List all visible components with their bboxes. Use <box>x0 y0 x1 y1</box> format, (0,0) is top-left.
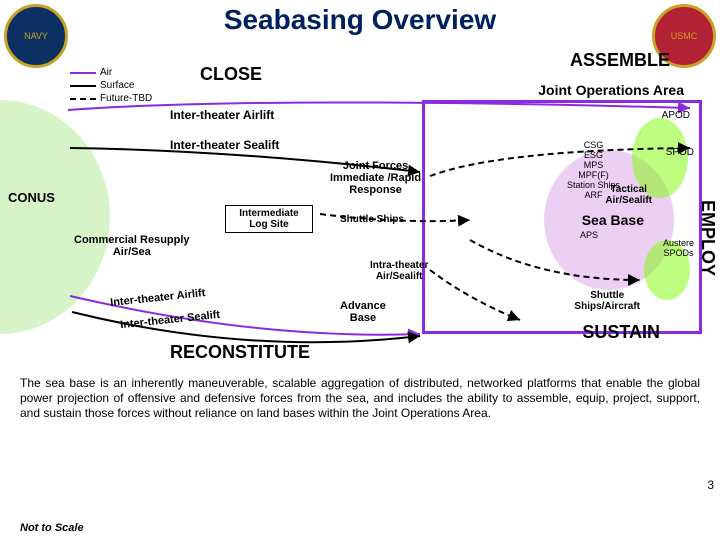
conus-label: CONUS <box>8 190 55 205</box>
inter-theater-sealift: Inter-theater Sealift <box>170 138 279 152</box>
aps-label: APS <box>580 230 598 240</box>
tactical-label: TacticalAir/Sealift <box>605 184 652 206</box>
shuttle-ships-label: Shuttle Ships <box>340 214 404 225</box>
not-to-scale-label: Not to Scale <box>20 522 84 534</box>
legend-air: Air <box>70 66 152 79</box>
page-number: 3 <box>707 478 714 492</box>
phase-reconstitute: RECONSTITUTE <box>170 342 310 363</box>
legend-surface: Surface <box>70 79 152 92</box>
advance-base-label: AdvanceBase <box>340 300 386 324</box>
legend-swatch <box>70 98 96 100</box>
joint-forces-label: Joint ForcesImmediate /RapidResponse <box>330 160 421 196</box>
phase-sustain: SUSTAIN <box>582 322 660 343</box>
legend-label: Future-TBD <box>100 92 152 105</box>
legend-label: Air <box>100 66 112 79</box>
joa-label: Joint Operations Area <box>538 82 684 98</box>
austere-spods-label: AustereSPODs <box>663 238 694 258</box>
legend: Air Surface Future-TBD <box>70 66 152 105</box>
phase-assemble: ASSEMBLE <box>570 50 670 71</box>
description-paragraph: The sea base is an inherently maneuverab… <box>14 372 706 425</box>
inter-theater-airlift: Inter-theater Airlift <box>170 108 274 122</box>
phase-close: CLOSE <box>200 64 262 85</box>
seabase-label: Sea Base <box>582 212 644 228</box>
commercial-resupply-label: Commercial ResupplyAir/Sea <box>74 234 190 258</box>
conus-shape <box>0 100 110 334</box>
legend-swatch <box>70 85 96 87</box>
legend-label: Surface <box>100 79 134 92</box>
phase-employ: EMPLOY <box>697 200 718 276</box>
inter-theater-sealift-return: Inter-theater Sealift <box>120 309 221 331</box>
log-site-label: IntermediateLog Site <box>225 205 313 233</box>
inter-theater-airlift-return: Inter-theater Airlift <box>110 287 206 309</box>
page-title: Seabasing Overview <box>0 4 720 36</box>
shuttle-ships-aircraft-label: ShuttleShips/Aircraft <box>574 290 640 312</box>
spod-label: SPOD <box>666 147 694 158</box>
legend-future: Future-TBD <box>70 92 152 105</box>
legend-swatch <box>70 72 96 74</box>
intra-theater-label: Intra-theaterAir/Sealift <box>370 260 428 282</box>
apod-label: APOD <box>662 110 690 121</box>
